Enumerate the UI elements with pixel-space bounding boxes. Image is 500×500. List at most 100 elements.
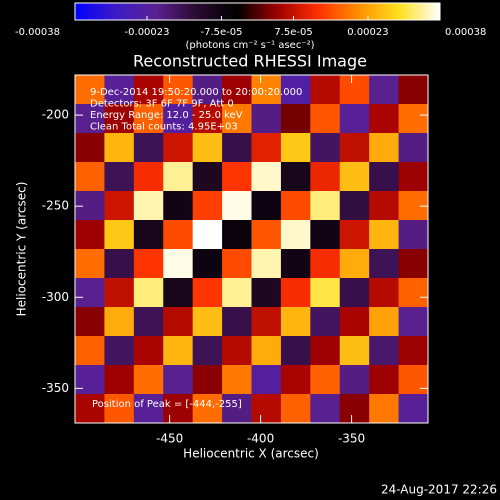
heatmap-cell xyxy=(75,75,105,105)
heatmap-cell xyxy=(280,133,311,163)
x-tick-label: -450 xyxy=(156,432,183,446)
heatmap-cell xyxy=(369,75,400,105)
heatmap-cell xyxy=(251,162,282,192)
heatmap-cell xyxy=(310,394,341,424)
heatmap-cell xyxy=(339,220,370,250)
heatmap-cell xyxy=(104,278,135,308)
heatmap-cell xyxy=(369,307,400,337)
heatmap-cell xyxy=(398,365,429,395)
heatmap-cell xyxy=(251,75,282,105)
heatmap-cell xyxy=(75,162,105,192)
heatmap-cell xyxy=(251,278,282,308)
heatmap-cell xyxy=(222,133,252,163)
heatmap-cell xyxy=(163,75,194,105)
x-tick-label: -350 xyxy=(338,432,365,446)
heatmap-cell xyxy=(369,133,400,163)
heatmap-cell xyxy=(398,75,429,105)
heatmap-cell xyxy=(398,162,429,192)
heatmap-cell xyxy=(251,394,282,424)
heatmap-cell xyxy=(280,104,311,134)
peak-label: Position of Peak = [-444,-255] xyxy=(92,399,242,410)
heatmap-cell xyxy=(104,220,135,250)
heatmap-cell xyxy=(369,336,400,366)
heatmap-cell xyxy=(192,75,223,105)
heatmap-cell xyxy=(163,394,194,424)
heatmap-cell xyxy=(104,133,135,163)
annotation: Detectors: 3F 6F 7F 9F, Att 0 xyxy=(90,99,234,110)
heatmap-cell xyxy=(192,365,223,395)
heatmap-cell xyxy=(398,249,429,279)
heatmap-cell xyxy=(104,336,135,366)
heatmap-cell xyxy=(251,133,282,163)
heatmap-cell xyxy=(222,75,252,105)
heatmap-cell xyxy=(339,104,370,134)
heatmap-cell xyxy=(339,336,370,366)
heatmap-cell xyxy=(104,365,135,395)
heatmap-cell xyxy=(339,278,370,308)
heatmap-cell xyxy=(133,162,164,192)
heatmap-cell xyxy=(163,365,194,395)
heatmap-cell xyxy=(222,249,252,279)
heatmap-cell xyxy=(398,133,429,163)
heatmap-cell xyxy=(280,220,311,250)
heatmap-cell xyxy=(133,249,164,279)
heatmap-cell xyxy=(339,365,370,395)
heatmap-cell xyxy=(104,307,135,337)
colorbar-tick-label: -0.00038 xyxy=(15,27,60,38)
heatmap-cell xyxy=(398,220,429,250)
heatmap-cell xyxy=(339,162,370,192)
chart-title: Reconstructed RHESSI Image xyxy=(133,52,367,71)
heatmap-cell xyxy=(222,162,252,192)
heatmap-cell xyxy=(192,394,223,424)
heatmap-cell xyxy=(369,365,400,395)
annotation: Clean Total counts: 4.95E+03 xyxy=(90,122,238,133)
heatmap-cell xyxy=(104,191,135,221)
heatmap-cell xyxy=(251,336,282,366)
heatmap-cell xyxy=(75,336,105,366)
colorbar-tick-label: -7.5e-05 xyxy=(200,27,242,38)
heatmap-cell xyxy=(369,220,400,250)
heatmap-cell xyxy=(133,394,164,424)
heatmap-cell xyxy=(104,162,135,192)
heatmap-cell xyxy=(192,278,223,308)
heatmap-cell xyxy=(75,394,105,424)
heatmap-cell xyxy=(369,394,400,424)
heatmap-cell xyxy=(222,365,252,395)
heatmap-cell xyxy=(251,365,282,395)
heatmap-cell xyxy=(339,394,370,424)
y-tick-label: -350 xyxy=(42,381,69,395)
y-tick-label: -200 xyxy=(42,108,69,122)
heatmap-cell xyxy=(104,249,135,279)
colorbar-tick-label: 7.5e-05 xyxy=(274,27,312,38)
heatmap-cell xyxy=(310,191,341,221)
heatmap-cell xyxy=(339,307,370,337)
x-tick-label: -400 xyxy=(247,432,274,446)
heatmap-cell xyxy=(280,307,311,337)
heatmap-cell xyxy=(163,278,194,308)
heatmap-cell xyxy=(133,104,164,134)
heatmap-cell xyxy=(222,104,252,134)
x-axis-label: Heliocentric X (arcsec) xyxy=(183,447,319,461)
heatmap-cell xyxy=(280,365,311,395)
colorbar xyxy=(74,2,441,21)
heatmap-cell xyxy=(398,104,429,134)
heatmap-cell xyxy=(310,75,341,105)
heatmap-cell xyxy=(163,307,194,337)
heatmap-cell xyxy=(222,307,252,337)
heatmap-cell xyxy=(339,249,370,279)
heatmap-cell xyxy=(163,220,194,250)
heatmap-cell xyxy=(280,394,311,424)
heatmap-cell xyxy=(192,191,223,221)
heatmap-cell xyxy=(222,336,252,366)
heatmap-cell xyxy=(369,278,400,308)
heatmap-cell xyxy=(133,307,164,337)
heatmap-cell xyxy=(251,191,282,221)
heatmap-cell xyxy=(222,191,252,221)
heatmap-cell xyxy=(133,191,164,221)
heatmap-cell xyxy=(75,249,105,279)
heatmap-cell xyxy=(75,220,105,250)
heatmap-cell xyxy=(310,133,341,163)
heatmap-cell xyxy=(222,278,252,308)
heatmap-cell xyxy=(251,104,282,134)
heatmap-cell xyxy=(398,278,429,308)
